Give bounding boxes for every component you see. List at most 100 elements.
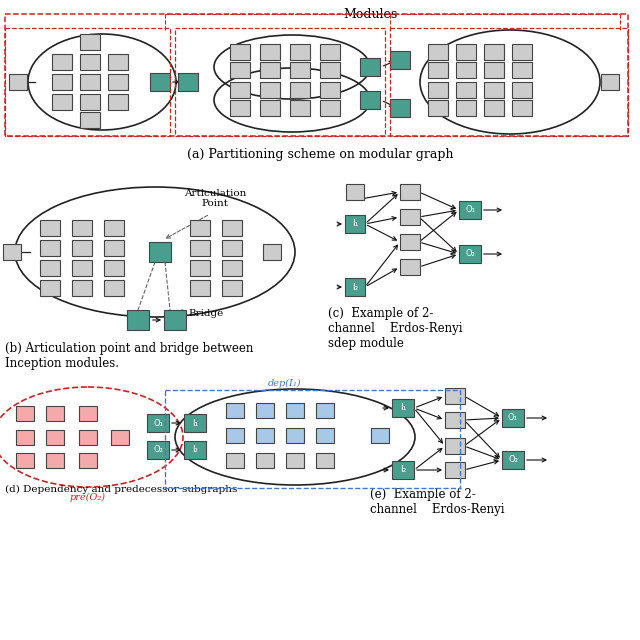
Bar	[165, 390, 460, 488]
FancyBboxPatch shape	[428, 44, 448, 60]
FancyBboxPatch shape	[150, 73, 170, 91]
FancyBboxPatch shape	[72, 280, 92, 296]
FancyBboxPatch shape	[222, 220, 242, 236]
FancyBboxPatch shape	[222, 240, 242, 256]
FancyBboxPatch shape	[190, 240, 210, 256]
FancyBboxPatch shape	[79, 452, 97, 467]
FancyBboxPatch shape	[80, 94, 100, 110]
FancyBboxPatch shape	[445, 462, 465, 478]
Text: Articulation
Point: Articulation Point	[184, 189, 246, 208]
FancyBboxPatch shape	[222, 280, 242, 296]
FancyBboxPatch shape	[104, 260, 124, 276]
FancyBboxPatch shape	[46, 452, 64, 467]
FancyBboxPatch shape	[104, 240, 124, 256]
FancyBboxPatch shape	[190, 220, 210, 236]
FancyBboxPatch shape	[390, 51, 410, 69]
FancyBboxPatch shape	[230, 82, 250, 98]
FancyBboxPatch shape	[9, 74, 27, 90]
FancyBboxPatch shape	[230, 100, 250, 116]
Bar	[175, 28, 385, 136]
FancyBboxPatch shape	[360, 58, 380, 76]
FancyBboxPatch shape	[16, 452, 34, 467]
FancyBboxPatch shape	[108, 74, 128, 90]
FancyBboxPatch shape	[390, 99, 410, 117]
FancyBboxPatch shape	[400, 234, 420, 250]
FancyBboxPatch shape	[400, 209, 420, 225]
FancyBboxPatch shape	[226, 428, 244, 442]
FancyBboxPatch shape	[222, 260, 242, 276]
FancyBboxPatch shape	[484, 82, 504, 98]
FancyBboxPatch shape	[456, 100, 476, 116]
FancyBboxPatch shape	[290, 100, 310, 116]
FancyBboxPatch shape	[40, 220, 60, 236]
FancyBboxPatch shape	[456, 82, 476, 98]
FancyBboxPatch shape	[260, 100, 280, 116]
FancyBboxPatch shape	[428, 100, 448, 116]
FancyBboxPatch shape	[502, 409, 524, 427]
FancyBboxPatch shape	[316, 428, 334, 442]
Text: O₂: O₂	[508, 456, 518, 465]
FancyBboxPatch shape	[108, 94, 128, 110]
Text: dep(I₁): dep(I₁)	[268, 379, 301, 388]
FancyBboxPatch shape	[40, 280, 60, 296]
FancyBboxPatch shape	[320, 62, 340, 78]
FancyBboxPatch shape	[484, 44, 504, 60]
FancyBboxPatch shape	[256, 403, 274, 417]
FancyBboxPatch shape	[502, 451, 524, 469]
FancyBboxPatch shape	[392, 461, 414, 479]
FancyBboxPatch shape	[127, 310, 149, 330]
Text: O₂: O₂	[153, 445, 163, 454]
FancyBboxPatch shape	[345, 215, 365, 233]
FancyBboxPatch shape	[320, 44, 340, 60]
FancyBboxPatch shape	[3, 244, 21, 260]
Text: I₁: I₁	[192, 419, 198, 428]
FancyBboxPatch shape	[428, 62, 448, 78]
FancyBboxPatch shape	[316, 452, 334, 467]
FancyBboxPatch shape	[184, 414, 206, 432]
FancyBboxPatch shape	[459, 245, 481, 263]
FancyBboxPatch shape	[16, 406, 34, 420]
FancyBboxPatch shape	[320, 100, 340, 116]
Text: I₁: I₁	[352, 220, 358, 228]
Text: (b) Articulation point and bridge between
Inception modules.: (b) Articulation point and bridge betwee…	[5, 342, 253, 370]
Text: Modules: Modules	[343, 8, 397, 21]
FancyBboxPatch shape	[46, 429, 64, 445]
FancyBboxPatch shape	[104, 280, 124, 296]
FancyBboxPatch shape	[346, 184, 364, 200]
Bar	[5, 28, 170, 136]
FancyBboxPatch shape	[263, 244, 281, 260]
FancyBboxPatch shape	[52, 74, 72, 90]
FancyBboxPatch shape	[456, 62, 476, 78]
Bar	[5, 14, 628, 136]
Text: I₂: I₂	[192, 445, 198, 454]
FancyBboxPatch shape	[80, 74, 100, 90]
FancyBboxPatch shape	[230, 62, 250, 78]
FancyBboxPatch shape	[290, 82, 310, 98]
FancyBboxPatch shape	[104, 220, 124, 236]
FancyBboxPatch shape	[360, 91, 380, 109]
Text: I₂: I₂	[400, 465, 406, 474]
Text: pre(O₂): pre(O₂)	[70, 493, 106, 502]
FancyBboxPatch shape	[512, 100, 532, 116]
FancyBboxPatch shape	[72, 220, 92, 236]
FancyBboxPatch shape	[147, 414, 169, 432]
FancyBboxPatch shape	[80, 54, 100, 70]
FancyBboxPatch shape	[459, 201, 481, 219]
FancyBboxPatch shape	[400, 184, 420, 200]
FancyBboxPatch shape	[72, 260, 92, 276]
FancyBboxPatch shape	[286, 403, 304, 417]
FancyBboxPatch shape	[260, 44, 280, 60]
FancyBboxPatch shape	[80, 34, 100, 50]
Text: I₁: I₁	[400, 403, 406, 413]
FancyBboxPatch shape	[484, 100, 504, 116]
Text: I₂: I₂	[352, 282, 358, 291]
FancyBboxPatch shape	[290, 44, 310, 60]
FancyBboxPatch shape	[226, 452, 244, 467]
FancyBboxPatch shape	[428, 82, 448, 98]
Text: O₁: O₁	[465, 205, 475, 214]
FancyBboxPatch shape	[512, 82, 532, 98]
FancyBboxPatch shape	[456, 44, 476, 60]
FancyBboxPatch shape	[445, 438, 465, 454]
Text: O₁: O₁	[508, 413, 518, 422]
FancyBboxPatch shape	[149, 242, 171, 262]
